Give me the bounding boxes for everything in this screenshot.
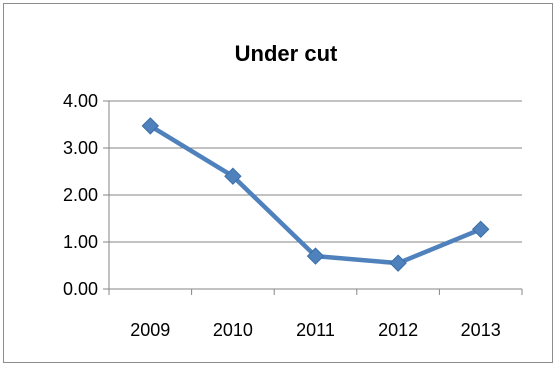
x-tick-labels: 2009 2010 2011 2012 2013 (130, 320, 500, 340)
x-tick-label-3: 2012 (378, 320, 418, 340)
chart-title: Under cut (235, 41, 338, 66)
data-point-2010 (224, 167, 242, 185)
data-point-2013 (471, 220, 490, 239)
x-tick-label-0: 2009 (130, 320, 170, 340)
x-tick-label-2: 2011 (296, 320, 335, 340)
data-point-2012 (389, 254, 407, 272)
y-tick-label-2: 2.00 (63, 185, 98, 205)
axes (103, 100, 523, 295)
series-group (141, 117, 490, 272)
data-point-2009 (141, 117, 160, 135)
y-tick-label-4: 4.00 (63, 91, 98, 111)
y-tick-label-3: 3.00 (63, 138, 98, 158)
x-tick-label-1: 2010 (213, 320, 253, 340)
data-point-2011 (306, 247, 325, 265)
y-tick-label-1: 1.00 (63, 232, 98, 252)
y-tick-labels: 0.00 1.00 2.00 3.00 4.00 (63, 91, 98, 299)
x-tick-label-4: 2013 (461, 320, 501, 340)
gridlines (109, 100, 522, 243)
chart-frame (3, 3, 553, 363)
y-tick-label-0: 0.00 (63, 279, 98, 299)
